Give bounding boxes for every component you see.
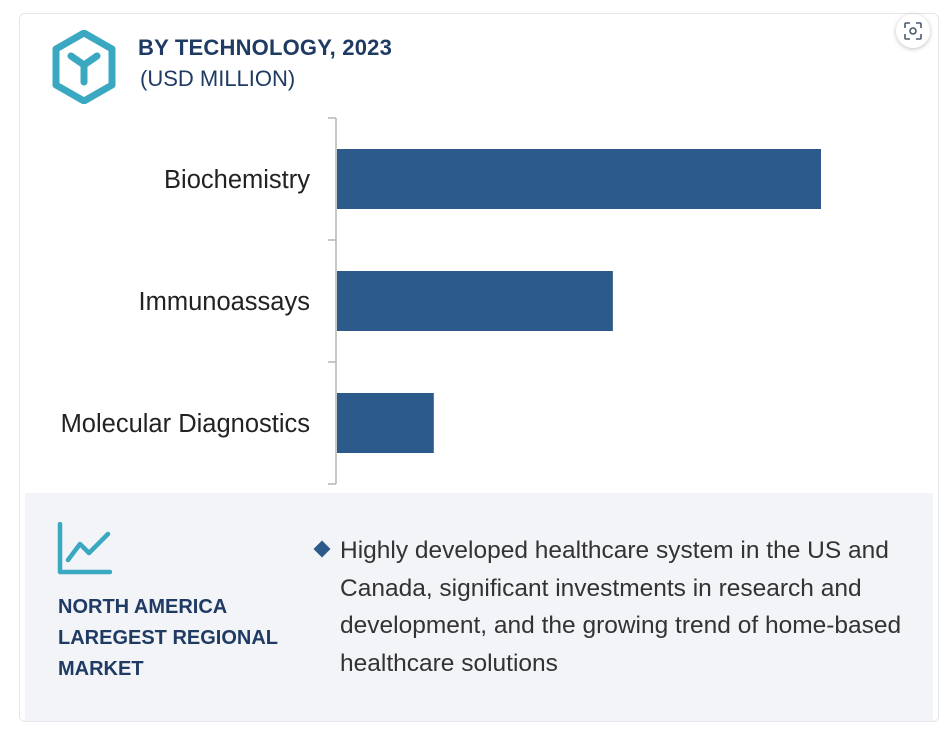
bar-chart: Biochemistry Immunoassays Molecular Diagno… [61, 117, 821, 485]
region-line-3: MARKET [58, 658, 144, 680]
scan-focus-icon [904, 22, 922, 40]
trend-chart-icon [57, 522, 112, 575]
bar-molecular-diagnostics [337, 393, 434, 453]
chart-subtitle: (USD MILLION) [140, 66, 296, 91]
region-line-1: NORTH AMERICA [58, 596, 228, 618]
summary-panel [25, 493, 933, 721]
chart-title: BY TECHNOLOGY, 2023 [138, 35, 393, 60]
hexagon-y-logo-icon [52, 30, 116, 104]
region-label: NORTH AMERICA LAREGEST REGIONAL MARKET [58, 592, 308, 685]
region-line-2: LAREGEST REGIONAL [58, 627, 279, 649]
insight-text: Highly developed healthcare system in th… [340, 537, 902, 677]
category-label: Biochemistry [164, 166, 310, 194]
scan-button[interactable] [896, 14, 930, 48]
bar-immunoassays [337, 271, 613, 331]
bar-biochemistry [337, 149, 821, 209]
category-label: Molecular Diagnostics [61, 410, 310, 438]
category-label: Immunoassays [139, 288, 310, 316]
